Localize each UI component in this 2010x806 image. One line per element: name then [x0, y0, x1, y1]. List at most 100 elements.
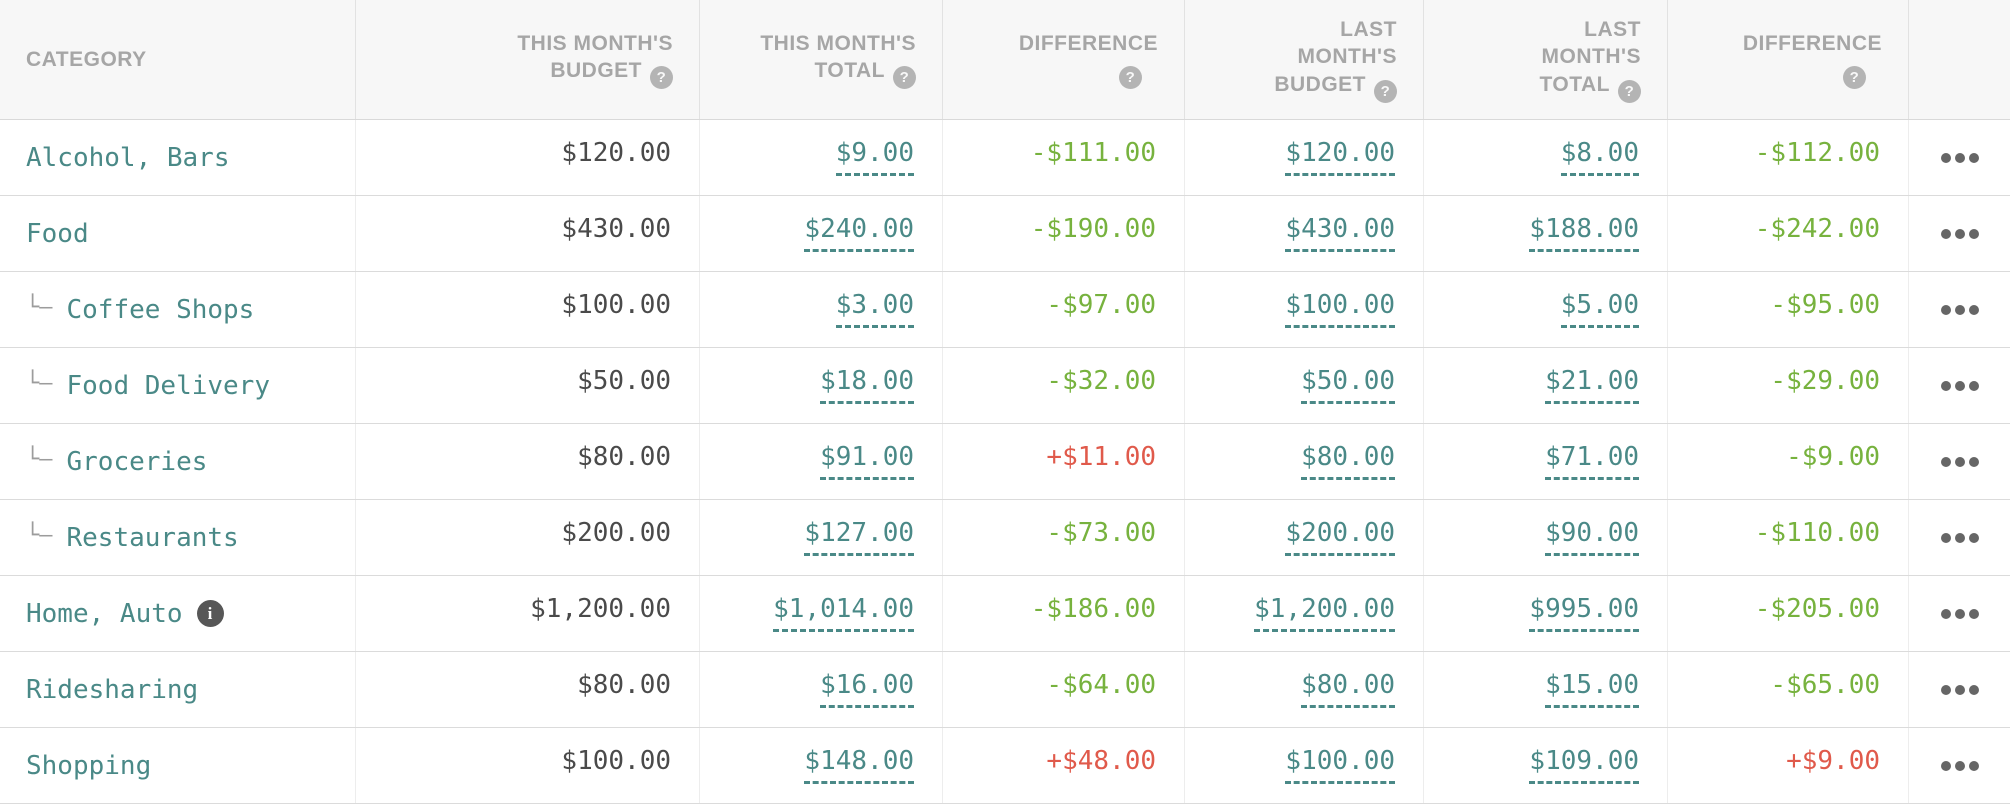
row-menu-button[interactable]: [1929, 293, 1991, 327]
last-month-budget-link[interactable]: $120.00: [1285, 140, 1395, 176]
this-month-total-link[interactable]: $3.00: [835, 292, 914, 328]
last-month-budget-link[interactable]: $200.00: [1285, 520, 1395, 556]
category-link[interactable]: Alcohol, Bars: [26, 142, 230, 173]
category-link[interactable]: Food Delivery: [66, 370, 271, 401]
last-month-total-link[interactable]: $90.00: [1545, 520, 1639, 556]
category-cell: Food: [0, 196, 355, 271]
difference-last-value: +$9.00: [1786, 745, 1880, 776]
help-icon[interactable]: ?: [1119, 66, 1142, 90]
category-link[interactable]: Ridesharing: [26, 674, 199, 705]
last-month-total-cell: $71.00: [1423, 424, 1667, 499]
last-month-total-link[interactable]: $109.00: [1529, 748, 1639, 784]
column-header-this_month_budget: THIS MONTH'S BUDGET?: [355, 0, 699, 119]
difference-last-value: -$112.00: [1754, 137, 1880, 168]
last-month-total-cell: $995.00: [1423, 576, 1667, 651]
this-month-total-cell: $148.00: [699, 728, 942, 803]
row-menu-button[interactable]: [1929, 217, 1991, 251]
this-month-budget-value: $100.00: [561, 289, 671, 320]
column-header-difference_last: DIFFERENCE?: [1667, 0, 1908, 119]
category-cell: └– Food Delivery: [0, 348, 355, 423]
last-month-budget-link[interactable]: $80.00: [1301, 672, 1395, 708]
last-month-total-link[interactable]: $21.00: [1545, 368, 1639, 404]
this-month-budget-cell: $1,200.00: [355, 576, 699, 651]
difference-cell: -$64.00: [942, 652, 1184, 727]
row-menu-cell: [1908, 196, 2010, 271]
this-month-total-link[interactable]: $148.00: [804, 748, 914, 784]
difference-last-value: -$9.00: [1786, 441, 1880, 472]
row-menu-button[interactable]: [1929, 141, 1991, 175]
table-row: └– Coffee Shops $100.00 $3.00 -$97.00 $1…: [0, 272, 2010, 348]
row-menu-button[interactable]: [1929, 749, 1991, 783]
category-cell: Home, Auto i: [0, 576, 355, 651]
help-icon[interactable]: ?: [1618, 79, 1641, 103]
last-month-budget-link[interactable]: $80.00: [1301, 444, 1395, 480]
help-icon[interactable]: ?: [1843, 66, 1866, 90]
category-cell: Alcohol, Bars: [0, 120, 355, 195]
last-month-total-link[interactable]: $71.00: [1545, 444, 1639, 480]
this-month-total-cell: $1,014.00: [699, 576, 942, 651]
this-month-total-link[interactable]: $16.00: [820, 672, 914, 708]
last-month-total-link[interactable]: $8.00: [1560, 140, 1639, 176]
this-month-total-link[interactable]: $240.00: [804, 216, 914, 252]
last-month-total-cell: $109.00: [1423, 728, 1667, 803]
last-month-total-cell: $8.00: [1423, 120, 1667, 195]
difference-cell: -$190.00: [942, 196, 1184, 271]
this-month-total-link[interactable]: $91.00: [820, 444, 914, 480]
this-month-total-cell: $127.00: [699, 500, 942, 575]
difference-last-value: -$95.00: [1770, 289, 1880, 320]
last-month-budget-link[interactable]: $1,200.00: [1254, 596, 1395, 632]
info-icon[interactable]: i: [196, 600, 224, 627]
row-menu-cell: [1908, 348, 2010, 423]
row-menu-button[interactable]: [1929, 445, 1991, 479]
difference-last-cell: -$29.00: [1667, 348, 1908, 423]
column-header-difference: DIFFERENCE?: [942, 0, 1184, 119]
column-header-last_month_total: LAST MONTH'S TOTAL?: [1423, 0, 1667, 119]
category-link[interactable]: Food: [26, 218, 89, 249]
difference-last-cell: -$205.00: [1667, 576, 1908, 651]
row-menu-button[interactable]: [1929, 597, 1991, 631]
last-month-budget-cell: $50.00: [1184, 348, 1423, 423]
this-month-budget-value: $80.00: [577, 441, 671, 472]
last-month-budget-link[interactable]: $100.00: [1285, 292, 1395, 328]
category-cell: └– Groceries: [0, 424, 355, 499]
last-month-total-link[interactable]: $188.00: [1529, 216, 1639, 252]
this-month-total-link[interactable]: $127.00: [804, 520, 914, 556]
category-link[interactable]: Groceries: [66, 446, 208, 477]
help-icon[interactable]: ?: [893, 66, 916, 90]
column-header-row_menu: [1908, 0, 2010, 119]
last-month-total-link[interactable]: $15.00: [1545, 672, 1639, 708]
this-month-budget-value: $430.00: [561, 213, 671, 244]
row-menu-button[interactable]: [1929, 369, 1991, 403]
last-month-budget-link[interactable]: $100.00: [1285, 748, 1395, 784]
row-menu-button[interactable]: [1929, 521, 1991, 555]
this-month-total-cell: $3.00: [699, 272, 942, 347]
last-month-budget-cell: $200.00: [1184, 500, 1423, 575]
category-link[interactable]: Shopping: [26, 750, 152, 781]
row-menu-button[interactable]: [1929, 673, 1991, 707]
last-month-total-link[interactable]: $5.00: [1560, 292, 1639, 328]
last-month-total-link[interactable]: $995.00: [1529, 596, 1639, 632]
help-icon[interactable]: ?: [650, 66, 673, 90]
this-month-total-link[interactable]: $1,014.00: [773, 596, 914, 632]
table-row: Home, Auto i $1,200.00 $1,014.00 -$186.0…: [0, 576, 2010, 652]
column-header-label: LAST MONTH'S BUDGET: [1274, 18, 1397, 96]
this-month-total-cell: $18.00: [699, 348, 942, 423]
column-header-label: THIS MONTH'S BUDGET: [517, 31, 673, 83]
this-month-total-link[interactable]: $9.00: [835, 140, 914, 176]
category-link[interactable]: Coffee Shops: [66, 294, 255, 325]
this-month-budget-cell: $100.00: [355, 728, 699, 803]
category-link[interactable]: Home, Auto: [26, 598, 183, 629]
this-month-total-link[interactable]: $18.00: [820, 368, 914, 404]
table-header-row: CATEGORY THIS MONTH'S BUDGET? THIS MONTH…: [0, 0, 2010, 120]
this-month-budget-value: $120.00: [561, 137, 671, 168]
difference-cell: -$111.00: [942, 120, 1184, 195]
last-month-budget-cell: $100.00: [1184, 272, 1423, 347]
difference-last-cell: -$9.00: [1667, 424, 1908, 499]
category-link[interactable]: Restaurants: [66, 522, 239, 553]
help-icon[interactable]: ?: [1374, 79, 1397, 103]
last-month-budget-cell: $1,200.00: [1184, 576, 1423, 651]
last-month-budget-link[interactable]: $50.00: [1301, 368, 1395, 404]
last-month-budget-link[interactable]: $430.00: [1285, 216, 1395, 252]
column-header-label: THIS MONTH'S TOTAL: [760, 31, 916, 83]
